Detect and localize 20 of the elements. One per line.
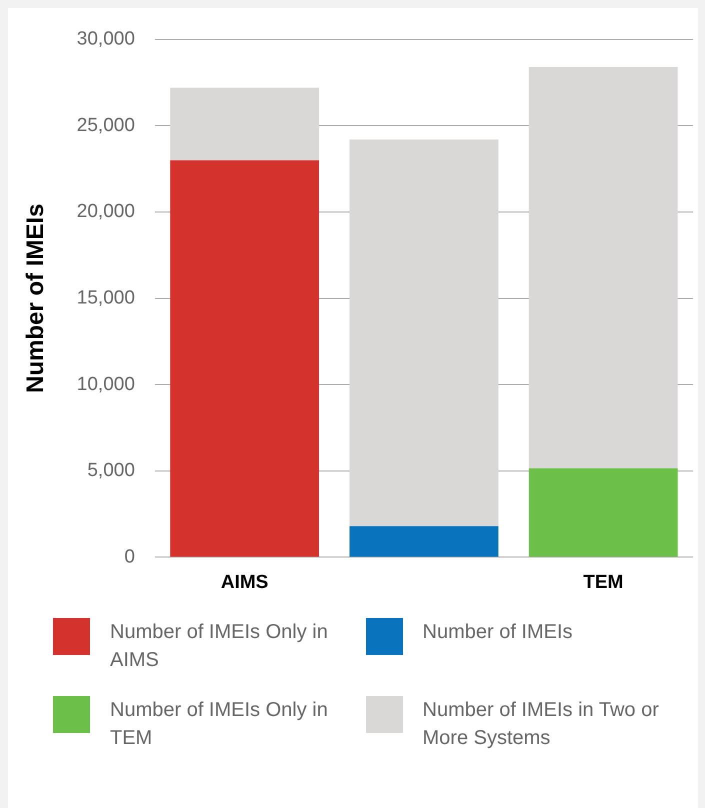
y-tick-label: 20,000 (76, 201, 135, 222)
bar (528, 67, 678, 468)
x-tick-label: AIMS (220, 572, 268, 593)
bar (528, 468, 678, 557)
y-tick-label: 10,000 (76, 374, 135, 395)
y-tick-label: 0 (124, 546, 135, 568)
legend-label: Number of IMEIs Only in AIMS (110, 620, 329, 673)
legend-label: Number of IMEIs Only in TEM (110, 698, 329, 751)
bar (350, 140, 498, 526)
legend-label: Number of IMEIs in Two or More Systems (422, 698, 660, 751)
legend-label: Number of IMEIs (422, 620, 573, 645)
y-tick-label: 30,000 (76, 28, 135, 50)
bar (170, 160, 320, 557)
y-tick-label: 25,000 (76, 114, 135, 136)
y-tick-label: 15,000 (76, 288, 135, 309)
bar (170, 88, 320, 160)
y-tick-label: 5,000 (87, 460, 135, 482)
bar (350, 526, 498, 557)
y-axis-title: Number of IMEIs (22, 204, 50, 393)
x-tick-label: TEM (583, 572, 624, 593)
